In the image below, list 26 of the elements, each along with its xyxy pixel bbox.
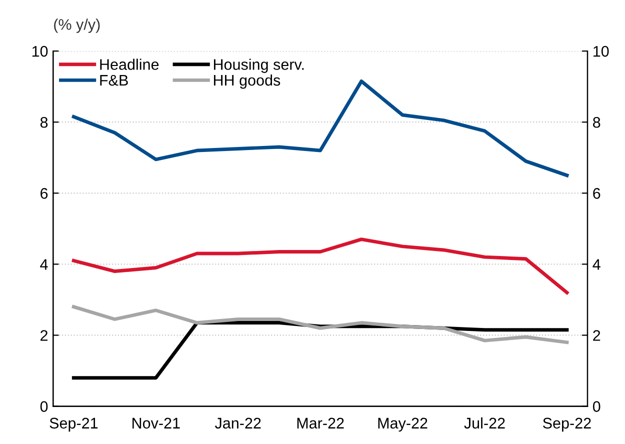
y2-tick-label: 8 (593, 116, 600, 128)
y-axis-title: (% y/y) (54, 18, 100, 33)
x-tick-label: Mar-22 (297, 418, 344, 429)
legend-label: HH goods (214, 74, 280, 89)
x-tick-label: Jan-22 (214, 418, 261, 429)
y2-tick-label: 10 (594, 46, 609, 57)
legend-label: F&B (100, 74, 128, 86)
line-series (72, 305, 569, 344)
y-tick-label: 2 (40, 330, 48, 341)
y2-tick-label: 0 (592, 401, 600, 412)
y-tick-label: 10 (32, 46, 48, 57)
y2-tick-label: 2 (593, 330, 600, 341)
line-series (72, 238, 569, 294)
y-tick-label: 6 (40, 188, 48, 199)
y-tick-label: 0 (40, 401, 48, 412)
y2-tick-label: 6 (593, 188, 600, 199)
x-tick-label: Sep-22 (543, 418, 591, 432)
legend-label: Housing serv. (214, 58, 304, 73)
y-tick-label: 4 (40, 259, 48, 270)
x-tick-label: May-22 (378, 418, 428, 432)
y-tick-label: 8 (40, 116, 48, 128)
x-tick-label: Jul-22 (464, 417, 505, 429)
x-tick-label: Nov-21 (132, 418, 180, 429)
y2-tick-label: 4 (592, 259, 600, 270)
x-tick-label: Sep-21 (50, 418, 98, 432)
legend-label: Headline (100, 58, 159, 70)
